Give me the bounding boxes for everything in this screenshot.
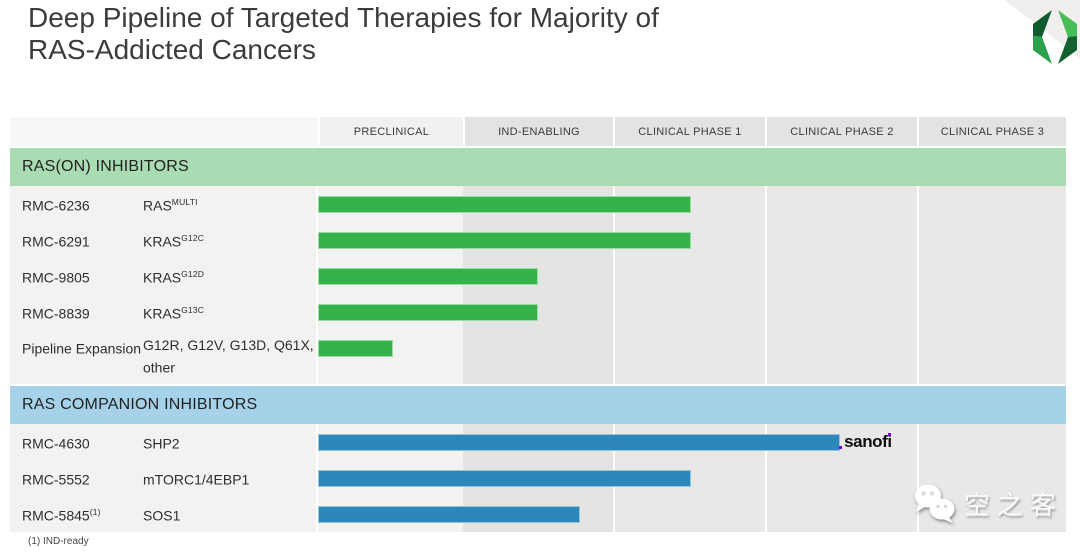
sanofi-logo: sanofi: [839, 432, 892, 451]
pipeline-row-rmc-5845: RMC-5845(1) SOS1: [10, 496, 1066, 532]
progress-bar: [318, 231, 691, 249]
progress-bar: [318, 433, 841, 451]
pipeline-table: PRECLINICAL IND-ENABLING CLINICAL PHASE …: [10, 117, 1066, 532]
pipeline-row-rmc-5552: RMC-5552 mTORC1/4EBP1: [10, 460, 1066, 496]
title-line-2: RAS-Addicted Cancers: [28, 34, 316, 65]
program-name: RMC-4630: [22, 435, 90, 452]
program-name: RMC-5845(1): [22, 506, 101, 524]
pipeline-row-rmc-6236: RMC-6236 RASMULTI: [10, 186, 1066, 222]
page-title: Deep Pipeline of Targeted Therapies for …: [28, 2, 659, 66]
pipeline-content: RAS(ON) INHIBITORS RMC-6236 RASMULTI RMC…: [10, 146, 1066, 532]
phase-header-row: PRECLINICAL IND-ENABLING CLINICAL PHASE …: [10, 117, 1066, 146]
program-target: mTORC1/4EBP1: [143, 471, 250, 488]
phase-stripe: [10, 146, 318, 532]
company-logo-icon: [1004, 0, 1080, 64]
title-line-1: Deep Pipeline of Targeted Therapies for …: [28, 2, 659, 33]
program-name: RMC-9805: [22, 269, 90, 286]
progress-bar: [318, 195, 691, 213]
program-name: RMC-8839: [22, 305, 90, 322]
header-label-spacer: [10, 117, 318, 146]
header-clinical-phase-2: CLINICAL PHASE 2: [765, 117, 917, 146]
phase-stripe: [917, 146, 1066, 532]
header-clinical-phase-3: CLINICAL PHASE 3: [917, 117, 1066, 146]
pipeline-row-rmc-4630: RMC-4630 SHP2 sanofi: [10, 424, 1066, 460]
program-target: SHP2: [143, 435, 180, 452]
pipeline-row-pipeline-expansion: Pipeline Expansion G12R, G12V, G13D, Q61…: [10, 330, 1066, 384]
watermark-text: 空之客: [964, 489, 1064, 520]
program-target: KRASG13C: [143, 304, 205, 322]
program-name: RMC-5552: [22, 471, 90, 488]
footnote: (1) IND-ready: [28, 536, 89, 547]
progress-bar: [318, 469, 691, 487]
program-target: KRASG12D: [143, 268, 205, 286]
phase-stripe: [765, 146, 917, 532]
header-clinical-phase-1: CLINICAL PHASE 1: [613, 117, 765, 146]
header-ind-enabling: IND-ENABLING: [463, 117, 613, 146]
pipeline-row-rmc-6291: RMC-6291 KRASG12C: [10, 222, 1066, 258]
program-target: KRASG12C: [143, 232, 205, 250]
program-name: Pipeline Expansion: [22, 340, 142, 357]
progress-bar: [318, 505, 580, 523]
progress-bar: [318, 303, 538, 321]
program-name: RMC-6291: [22, 233, 90, 250]
pipeline-body: RAS(ON) INHIBITORS RMC-6236 RASMULTI RMC…: [10, 146, 1066, 532]
section-header-ras-on: RAS(ON) INHIBITORS: [10, 146, 1066, 186]
program-target: RASMULTI: [143, 196, 198, 214]
wechat-icon: [915, 484, 955, 523]
watermark: 空之客: [912, 482, 1063, 524]
program-target: G12R, G12V, G13D, Q61X, other: [143, 337, 314, 376]
program-target: SOS1: [143, 507, 181, 524]
program-name: RMC-6236: [22, 197, 90, 214]
section-header-ras-companion: RAS COMPANION INHIBITORS: [10, 384, 1066, 424]
company-logo: [990, 0, 1080, 72]
progress-bar: [318, 267, 538, 285]
pipeline-row-rmc-8839: RMC-8839 KRASG13C: [10, 294, 1066, 330]
header-preclinical: PRECLINICAL: [318, 117, 463, 146]
progress-bar: [318, 340, 393, 357]
pipeline-row-rmc-9805: RMC-9805 KRASG12D: [10, 258, 1066, 294]
